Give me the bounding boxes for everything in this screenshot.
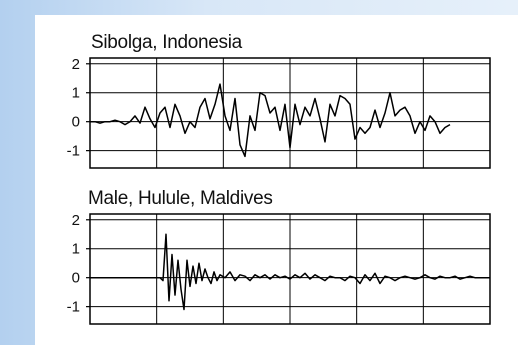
y-tick-label-male-hulule: 1 — [72, 241, 80, 258]
chart-panel — [35, 15, 518, 345]
series-line-sibolga — [90, 83, 451, 158]
y-tick-label-sibolga: 2 — [72, 56, 80, 73]
chart-title-sibolga: Sibolga, Indonesia — [91, 32, 242, 53]
y-tick-label-male-hulule: 2 — [72, 212, 80, 229]
y-tick-label-sibolga: -1 — [67, 143, 80, 160]
plot-frame-male-hulule — [89, 213, 491, 325]
chart-title-male-hulule: Male, Hulule, Maldives — [88, 188, 273, 209]
y-tick-label-male-hulule: 0 — [72, 270, 80, 287]
plot-frame-sibolga — [89, 57, 491, 169]
y-tick-label-sibolga: 0 — [72, 114, 80, 131]
series-line-male-hulule — [90, 233, 490, 311]
y-tick-label-male-hulule: -1 — [67, 299, 80, 316]
y-tick-label-sibolga: 1 — [72, 85, 80, 102]
